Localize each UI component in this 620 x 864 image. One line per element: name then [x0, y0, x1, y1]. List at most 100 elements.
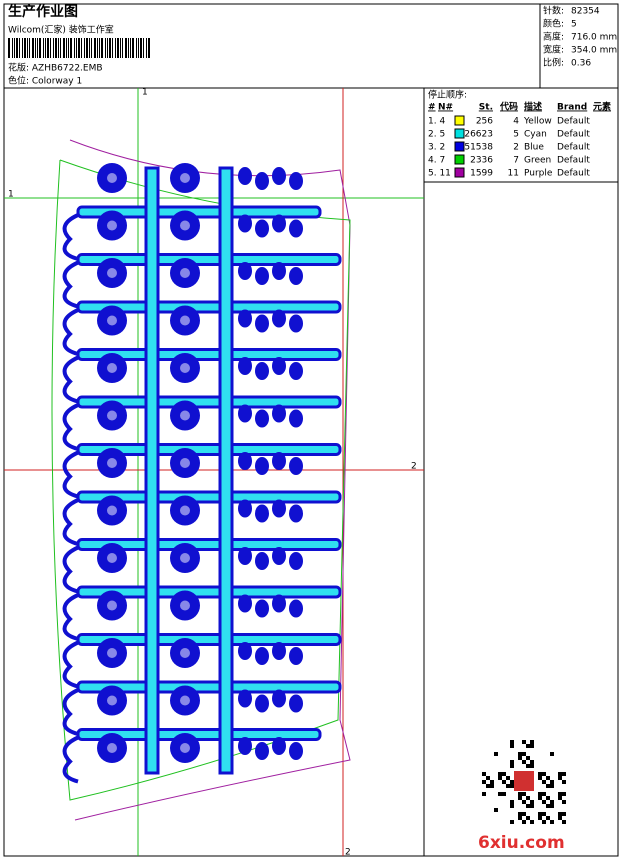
qr-cell	[510, 744, 514, 748]
qr-cell	[562, 800, 566, 804]
bar-stripe	[68, 38, 69, 58]
guide-label: 1	[142, 88, 148, 98]
row-stitches: 26623	[464, 130, 493, 140]
leaf	[272, 167, 286, 185]
design-file: 花版: AZHB6722.EMB	[8, 62, 103, 74]
leaf	[289, 362, 303, 380]
leaf	[255, 599, 269, 618]
stat-label: 宽度:	[543, 44, 564, 56]
stat-value: 716.0 mm	[571, 33, 617, 43]
outline	[69, 139, 351, 821]
bar-stripe	[50, 38, 51, 58]
leaf	[272, 642, 286, 660]
stat-value: 82354	[571, 7, 600, 17]
qr-cell	[482, 792, 486, 796]
bar-stripe	[78, 38, 80, 58]
leaf	[238, 547, 252, 565]
qr-cell	[522, 812, 526, 816]
leaf	[255, 362, 269, 380]
column-header: N#	[438, 103, 453, 113]
leaf	[238, 594, 252, 613]
studio: Wilcom(汇家) 装饰工作室	[8, 24, 114, 36]
guide-label: 1	[8, 190, 14, 200]
stripe	[76, 253, 342, 266]
flower-center	[107, 268, 117, 278]
leaf	[238, 167, 252, 185]
scallop	[62, 260, 79, 309]
stat-label: 颜色:	[543, 18, 564, 30]
bar-stripe	[8, 38, 10, 58]
color-swatch	[454, 154, 465, 165]
qr-cell	[510, 780, 514, 784]
leaf	[272, 594, 286, 613]
qr-cell	[526, 816, 530, 820]
row-seq: 1. 4	[428, 117, 445, 127]
qr-cell	[518, 752, 522, 756]
qr-cell	[522, 760, 526, 764]
leaf	[255, 647, 269, 665]
bar-stripe	[14, 38, 15, 58]
qr-cell	[482, 772, 486, 776]
bar-stripe	[148, 38, 150, 58]
row-brand: Default	[557, 156, 590, 166]
flower-center	[107, 220, 117, 231]
bar-stripe	[105, 38, 106, 58]
qr-cell	[526, 796, 530, 800]
scallop	[62, 450, 79, 499]
guide-label: 2	[345, 848, 351, 858]
bar-stripe	[39, 38, 41, 58]
bar-stripe	[97, 38, 98, 58]
qr-cell	[546, 816, 550, 820]
qr-cell	[538, 812, 542, 816]
flower-center	[180, 600, 190, 611]
bar-stripe	[107, 38, 108, 58]
flower-center	[107, 553, 117, 563]
qr-cell	[546, 784, 550, 788]
scallop	[62, 545, 79, 594]
bar-stripe	[136, 38, 137, 58]
row-seq: 2. 5	[428, 130, 445, 140]
qr-cell	[542, 820, 546, 824]
qr-cell	[526, 804, 530, 808]
qr-cell	[538, 792, 542, 796]
qr-cell	[522, 800, 526, 804]
scallop	[62, 498, 79, 546]
flower-center	[180, 648, 190, 658]
stripe	[76, 585, 342, 599]
column-header: 元素	[593, 101, 611, 113]
row-brand: Default	[557, 130, 590, 140]
leaf	[272, 547, 286, 565]
qr-logo	[514, 771, 534, 791]
qr-cell	[558, 812, 562, 816]
row-description: Purple	[524, 169, 553, 179]
qr-cell	[542, 792, 546, 796]
bar-stripe	[32, 38, 34, 58]
bar-stripe	[43, 38, 44, 58]
qr-cell	[530, 804, 534, 808]
leaf	[238, 689, 252, 708]
row-seq: 5. 11	[428, 169, 451, 179]
bar-stripe	[132, 38, 134, 58]
row-brand: Default	[557, 143, 590, 153]
row-description: Cyan	[524, 130, 547, 140]
design: 1 1 2 2	[4, 88, 424, 858]
qr-cell	[522, 740, 526, 744]
bar-stripe	[91, 38, 92, 58]
bar-stripe	[117, 38, 119, 58]
qr-cell	[530, 760, 534, 764]
row-seq: 4. 7	[428, 156, 445, 166]
qr-cell	[510, 804, 514, 808]
column-header: Brand	[557, 103, 587, 113]
title: 生产作业图	[8, 3, 78, 20]
bar-stripe	[138, 38, 139, 58]
qr-cell	[538, 796, 542, 800]
leaf	[272, 309, 286, 328]
qr-cell	[526, 744, 530, 748]
bar-stripe	[66, 38, 67, 58]
bar-stripe	[122, 38, 123, 58]
scallop	[62, 403, 79, 451]
qr-cell	[562, 812, 566, 816]
leaf	[255, 457, 269, 475]
qr-cell	[530, 800, 534, 804]
